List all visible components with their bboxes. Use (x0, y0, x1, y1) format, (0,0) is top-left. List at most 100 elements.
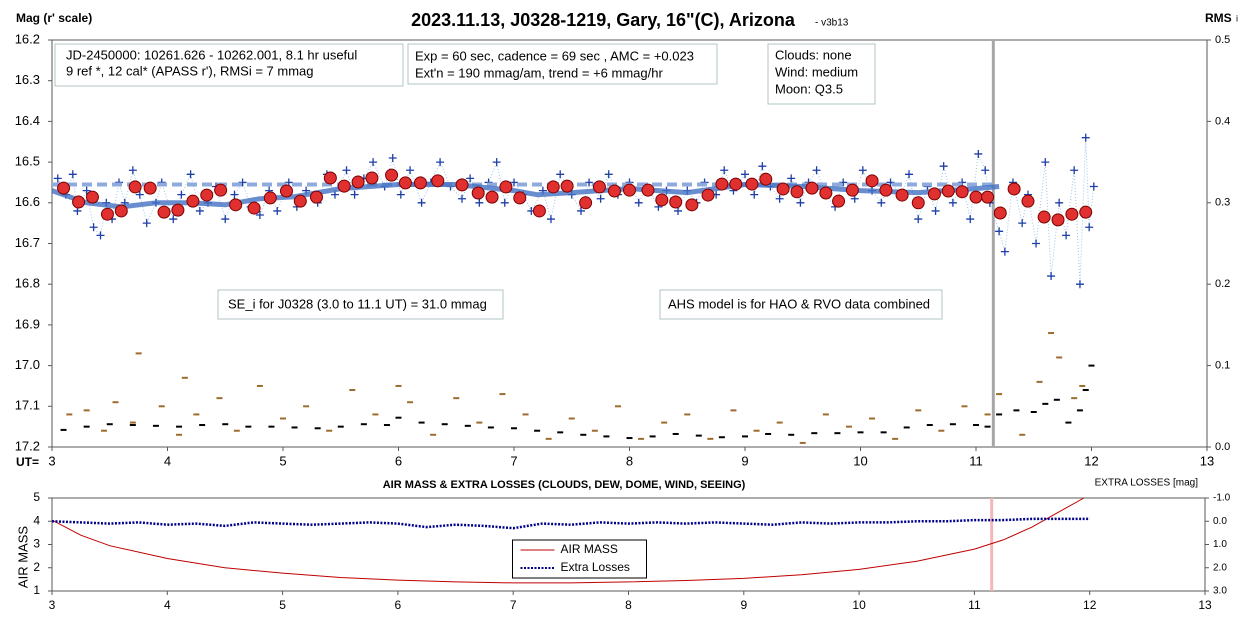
data-point (981, 190, 995, 204)
x-tick-label: 12 (1083, 598, 1097, 612)
data-point (143, 181, 157, 195)
y-tick-label: 16.2 (15, 31, 40, 46)
y-tick-label: 16.6 (15, 194, 40, 209)
data-point (685, 198, 699, 212)
data-point (995, 227, 1004, 236)
x-tick-label: 12 (1084, 453, 1098, 468)
y2-axis-label: RMS (1205, 11, 1232, 25)
data-point (974, 149, 983, 158)
data-point (758, 162, 767, 171)
data-point (546, 180, 560, 194)
data-point (832, 194, 846, 208)
data-point (471, 186, 485, 200)
data-point (89, 223, 98, 232)
y-tick-label: 16.3 (15, 72, 40, 87)
y2-tick-label: -1.0 (1213, 493, 1231, 504)
data-point (674, 206, 683, 215)
data-point (229, 198, 243, 212)
data-point (186, 170, 195, 179)
y-axis-label: Mag (r' scale) (16, 11, 92, 25)
data-point (273, 206, 282, 215)
data-point (279, 184, 293, 198)
data-point (513, 191, 527, 205)
x-tick-label: 3 (48, 453, 55, 468)
data-point (911, 196, 925, 210)
data-point (365, 171, 379, 185)
x-tick-label: 11 (969, 453, 983, 468)
data-point (655, 193, 669, 207)
data-point (905, 170, 914, 179)
data-point (914, 215, 923, 224)
data-point (466, 174, 475, 183)
data-point (1032, 239, 1041, 248)
data-point (895, 188, 909, 202)
data-point (958, 178, 967, 187)
x-tick-label: 10 (853, 453, 867, 468)
data-point (750, 190, 759, 199)
data-point (607, 184, 621, 198)
data-point (214, 183, 228, 197)
data-point (406, 166, 415, 175)
data-point (715, 177, 729, 191)
data-point (53, 174, 62, 183)
data-point (114, 204, 128, 218)
data-point (879, 183, 893, 197)
data-point (458, 194, 467, 203)
y-tick-label: 17.0 (15, 357, 40, 372)
data-point (142, 219, 151, 228)
data-point (948, 198, 957, 207)
data-point (886, 178, 895, 187)
data-point (623, 183, 636, 197)
data-point (195, 206, 204, 215)
data-point (775, 194, 784, 203)
data-point (729, 177, 743, 191)
legend: AIR MASS Extra Losses (512, 539, 647, 579)
data-point (790, 185, 804, 199)
data-point (492, 158, 501, 167)
data-point (68, 170, 77, 179)
annotation-box (54, 43, 404, 87)
data-point (585, 178, 594, 187)
plot: 3 4 5 6 7 8 9 10 11 12 13 16.2 16.3 16.4 16.5 16.6 16.7 1… (15, 31, 1231, 468)
data-point (759, 172, 773, 186)
x-tick-label: 5 (279, 453, 286, 468)
data-point (993, 206, 1007, 220)
y2-tick-label: 0.3 (1215, 197, 1230, 209)
data-point (431, 174, 445, 188)
data-point (1007, 182, 1021, 196)
data-point (337, 179, 351, 193)
data-point (1037, 210, 1051, 224)
data-point (385, 168, 399, 182)
x-tick-label: 7 (510, 598, 517, 612)
data-point (969, 190, 983, 204)
data-point (604, 170, 613, 179)
data-point (966, 215, 975, 224)
legend-label: Extra Losses (561, 560, 630, 574)
x-tick-label: 4 (164, 453, 171, 468)
data-point (1000, 247, 1009, 256)
data-point (200, 188, 214, 202)
data-point (350, 190, 359, 199)
data-point (475, 198, 484, 207)
data-point (532, 204, 546, 218)
x-tick-label: 9 (741, 453, 748, 468)
data-point (485, 190, 499, 204)
data-point (323, 171, 337, 185)
y-tick-label: 4 (33, 513, 40, 527)
data-point (57, 181, 71, 195)
data-point (592, 180, 606, 194)
data-point (576, 206, 585, 215)
data-point (169, 215, 178, 224)
data-point (171, 203, 185, 217)
annotation-box (217, 289, 504, 320)
data-point (927, 187, 941, 201)
data-point (255, 211, 264, 220)
data-point (1075, 280, 1084, 289)
data-point (128, 166, 137, 175)
x-tick-label: 8 (626, 453, 633, 468)
data-point (858, 166, 867, 175)
x-tick-label: 13 (1200, 453, 1214, 468)
annotation-text: 9 ref *, 12 cal* (APASS r'), RMSi = 7 mm… (66, 63, 314, 78)
data-point (845, 183, 859, 197)
